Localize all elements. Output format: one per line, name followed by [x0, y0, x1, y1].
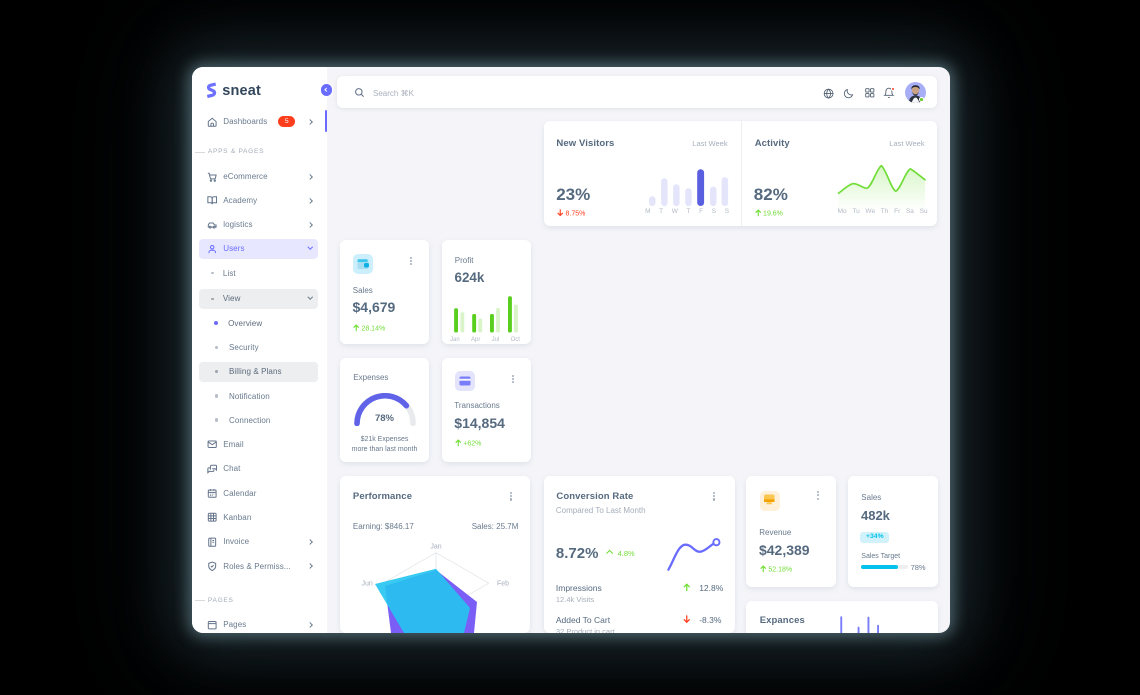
svg-text:Jun: Jun — [362, 581, 373, 588]
svg-text:Jan: Jan — [430, 544, 441, 551]
svg-text:Feb: Feb — [497, 581, 509, 588]
